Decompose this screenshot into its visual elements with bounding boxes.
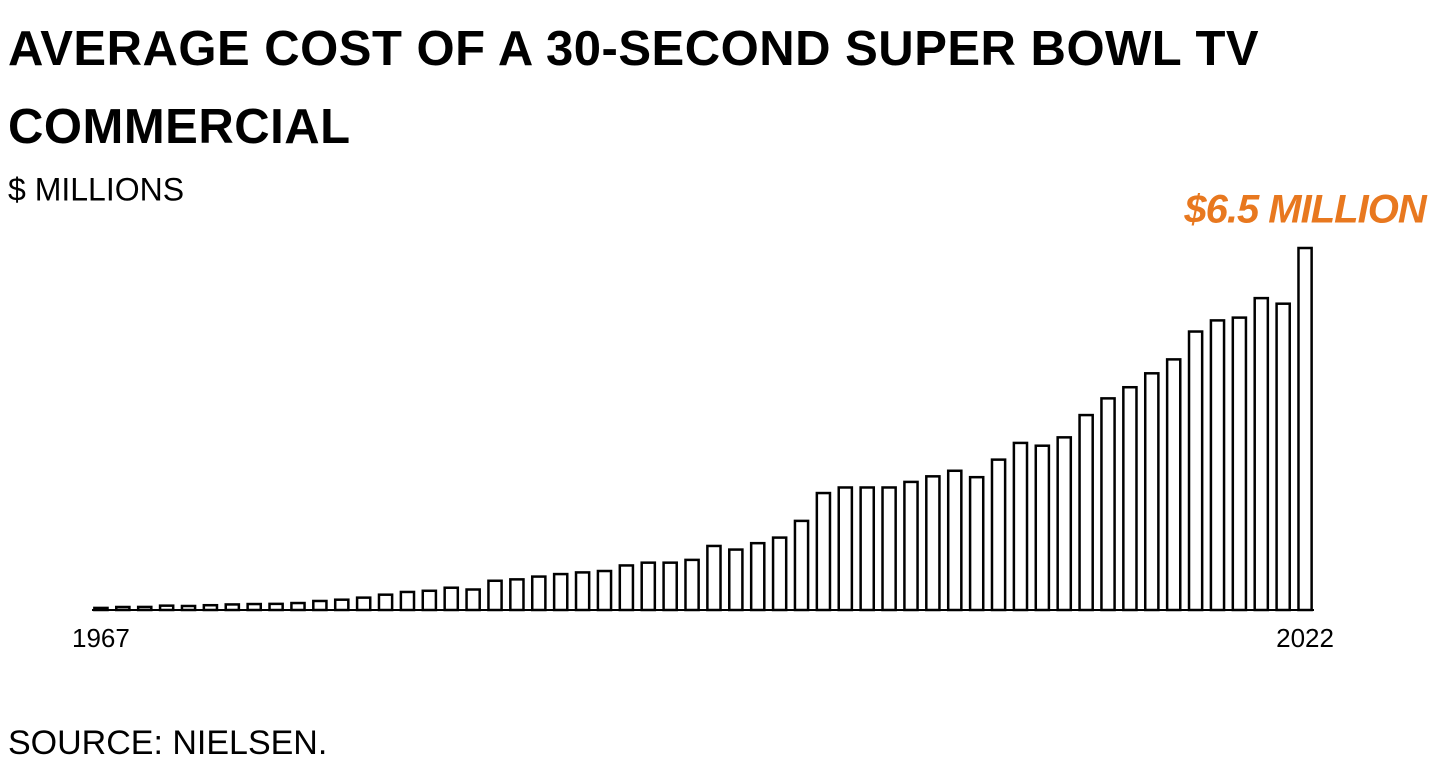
bar — [333, 598, 350, 612]
bar — [552, 572, 569, 612]
bar — [1056, 436, 1073, 612]
bar — [1231, 316, 1248, 612]
bar — [399, 590, 416, 612]
bar — [158, 604, 175, 612]
bar — [837, 486, 854, 612]
source: SOURCE: NIELSEN. — [8, 724, 327, 762]
bar — [815, 491, 832, 612]
bar — [312, 599, 328, 612]
bar — [93, 606, 109, 612]
bar — [793, 519, 810, 612]
bar — [1187, 330, 1204, 612]
bar — [487, 579, 503, 612]
bar — [509, 578, 525, 612]
bar — [596, 569, 613, 612]
bar — [728, 548, 744, 612]
bar — [1100, 397, 1116, 612]
bar — [465, 588, 481, 612]
bar — [1297, 246, 1313, 612]
bar — [925, 475, 941, 612]
chart-subtitle: $ MILLIONS — [8, 171, 184, 207]
bar — [224, 603, 241, 612]
bar — [246, 602, 263, 612]
x-tick-label: 2022 — [1276, 623, 1334, 653]
bar — [530, 575, 547, 612]
bar — [136, 605, 153, 612]
bar — [640, 561, 657, 612]
bar — [662, 561, 678, 612]
bar — [574, 571, 591, 612]
bar — [355, 596, 372, 612]
bar — [1253, 296, 1270, 612]
bar — [1078, 413, 1094, 612]
bar — [990, 458, 1007, 612]
bar — [180, 604, 197, 612]
bar — [1275, 302, 1291, 612]
bar — [968, 475, 985, 612]
x-tick-label: 1967 — [72, 623, 130, 653]
bar — [202, 603, 219, 612]
bar — [749, 541, 766, 612]
bar — [946, 469, 963, 612]
bar — [268, 602, 284, 612]
bar — [1034, 444, 1051, 612]
annotation: $6.5 MILLION — [1183, 188, 1427, 232]
bar — [1165, 358, 1182, 612]
bar — [859, 486, 876, 612]
bar — [443, 586, 460, 612]
bar — [1012, 441, 1029, 612]
bar — [881, 486, 897, 612]
bar — [1209, 319, 1226, 612]
bar — [618, 564, 635, 612]
bar — [377, 593, 394, 612]
chart-title: AVERAGE COST OF A 30-SECOND SUPER BOWL T… — [8, 22, 1260, 154]
bar — [771, 536, 788, 612]
bar — [1143, 372, 1160, 612]
bar — [115, 605, 131, 612]
bar — [421, 589, 438, 612]
bar — [706, 544, 722, 612]
bar — [684, 558, 700, 612]
bar — [290, 601, 306, 612]
bar — [1122, 385, 1138, 612]
bar — [903, 480, 919, 612]
